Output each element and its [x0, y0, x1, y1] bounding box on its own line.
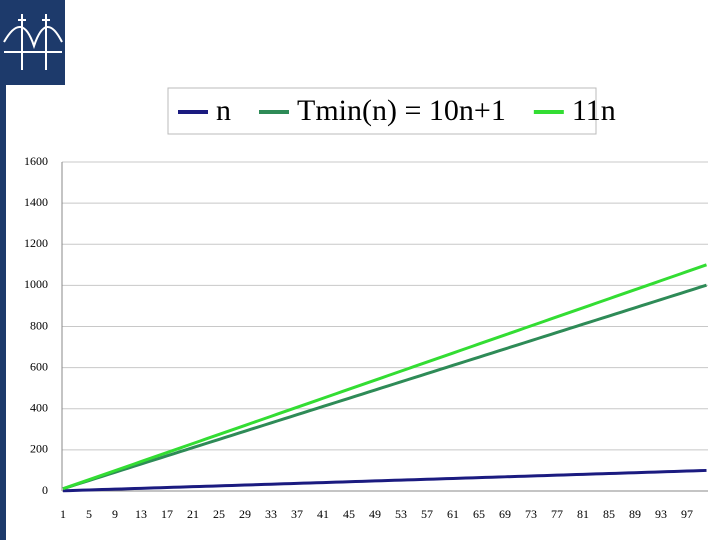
x-tick-label: 45: [343, 507, 355, 521]
y-tick-label: 400: [30, 401, 48, 415]
x-tick-label: 37: [291, 507, 303, 521]
x-tick-label: 21: [187, 507, 199, 521]
x-tick-label: 33: [265, 507, 277, 521]
y-tick-label: 1200: [24, 236, 48, 250]
legend-box: [167, 87, 597, 135]
x-tick-label: 17: [161, 507, 173, 521]
x-tick-label: 53: [395, 507, 407, 521]
y-tick-label: 0: [42, 483, 48, 497]
x-tick-label: 81: [577, 507, 589, 521]
series-line: [62, 263, 707, 491]
x-tick-label: 5: [86, 507, 92, 521]
x-tick-label: 41: [317, 507, 329, 521]
x-tick-label: 69: [499, 507, 511, 521]
x-tick-label: 85: [603, 507, 615, 521]
x-tick-label: 77: [551, 507, 563, 521]
plot: 0 200 400 600 800 1000 1200 1400 1600 1 5 9 13 17 21 25…: [24, 154, 708, 521]
legend-label: n: [216, 94, 231, 127]
x-tick-label: 73: [525, 507, 537, 521]
chart-area: [6, 85, 720, 540]
x-tick-label: 57: [421, 507, 433, 521]
legend-label: 11n: [572, 94, 616, 127]
y-tick-label: 1600: [24, 154, 48, 168]
x-tick-label: 89: [629, 507, 641, 521]
x-tick-label: 93: [655, 507, 667, 521]
y-tick-label: 800: [30, 318, 48, 332]
y-tick-label: 200: [30, 442, 48, 456]
y-tick-label: 1000: [24, 277, 48, 291]
series-line: [62, 283, 707, 491]
x-tick-label: 65: [473, 507, 485, 521]
header-area: [65, 0, 720, 85]
x-tick-label: 61: [447, 507, 459, 521]
logo: [3, 14, 63, 70]
series-line: [62, 468, 707, 493]
x-tick-label: 9: [112, 507, 118, 521]
y-tick-label: 1400: [24, 195, 48, 209]
y-tick-label: 600: [30, 359, 48, 373]
x-tick-label: 13: [135, 507, 147, 521]
x-tick-label: 1: [60, 507, 66, 521]
x-tick-label: 25: [213, 507, 225, 521]
legend: n Tmin(n) = 10n+1 11n: [178, 94, 616, 127]
legend-label: Tmin(n) = 10n+1: [297, 94, 506, 127]
x-tick-label: 97: [681, 507, 693, 521]
x-tick-label: 49: [369, 507, 381, 521]
x-tick-label: 29: [239, 507, 251, 521]
